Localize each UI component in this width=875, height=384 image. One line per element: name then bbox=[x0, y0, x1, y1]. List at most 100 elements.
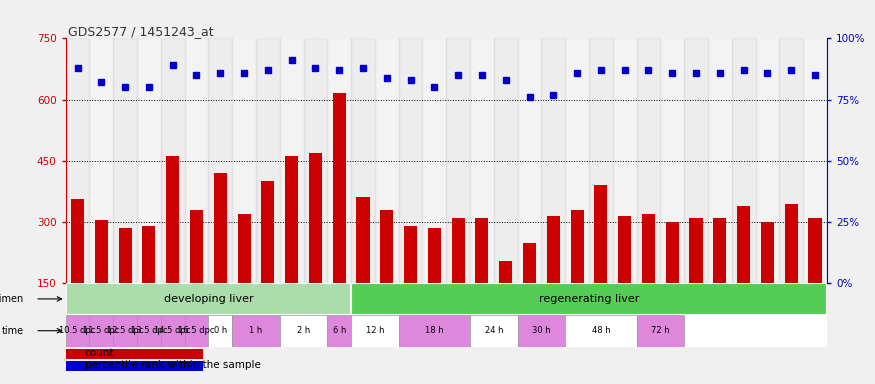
Bar bbox=[280, 315, 327, 347]
Bar bbox=[761, 222, 774, 344]
Text: 24 h: 24 h bbox=[485, 326, 503, 335]
Bar bbox=[137, 315, 161, 347]
Bar bbox=[161, 315, 185, 347]
Text: count: count bbox=[85, 348, 114, 358]
Bar bbox=[256, 38, 280, 283]
Bar bbox=[755, 38, 780, 283]
Bar bbox=[470, 38, 494, 283]
Bar bbox=[589, 38, 612, 283]
Bar bbox=[351, 38, 374, 283]
Bar bbox=[232, 315, 280, 347]
Bar bbox=[71, 199, 84, 344]
Bar bbox=[237, 214, 250, 344]
Text: 1 h: 1 h bbox=[249, 326, 262, 335]
Bar bbox=[89, 38, 113, 283]
Bar bbox=[618, 216, 631, 344]
Bar bbox=[143, 226, 156, 344]
Bar bbox=[185, 38, 208, 283]
Bar bbox=[381, 210, 394, 344]
Bar bbox=[732, 38, 755, 283]
Bar bbox=[262, 181, 275, 344]
Bar bbox=[499, 261, 512, 344]
Bar bbox=[570, 210, 584, 344]
Bar bbox=[637, 315, 684, 347]
Text: regenerating liver: regenerating liver bbox=[539, 294, 639, 304]
Bar bbox=[452, 218, 465, 344]
Bar bbox=[523, 243, 536, 344]
Bar bbox=[190, 210, 203, 344]
Bar bbox=[113, 315, 137, 347]
Bar bbox=[66, 361, 203, 371]
Bar bbox=[542, 38, 565, 283]
Bar bbox=[351, 315, 399, 347]
Bar bbox=[304, 38, 327, 283]
Text: 10.5 dpc: 10.5 dpc bbox=[60, 326, 95, 335]
Text: GDS2577 / 1451243_at: GDS2577 / 1451243_at bbox=[68, 25, 213, 38]
Bar bbox=[94, 220, 108, 344]
Bar bbox=[780, 38, 803, 283]
Text: 14.5 dpc: 14.5 dpc bbox=[155, 326, 191, 335]
Text: 30 h: 30 h bbox=[532, 326, 550, 335]
Bar bbox=[713, 218, 726, 344]
Bar bbox=[351, 283, 827, 315]
Bar bbox=[708, 38, 731, 283]
Bar bbox=[309, 153, 322, 344]
Bar bbox=[166, 156, 179, 344]
Text: 48 h: 48 h bbox=[592, 326, 610, 335]
Bar bbox=[690, 218, 703, 344]
Text: specimen: specimen bbox=[0, 294, 24, 304]
Bar bbox=[285, 156, 298, 344]
Bar bbox=[232, 38, 256, 283]
Text: 2 h: 2 h bbox=[297, 326, 310, 335]
Bar bbox=[470, 315, 518, 347]
Bar bbox=[808, 218, 822, 344]
Bar bbox=[280, 38, 304, 283]
Bar bbox=[332, 93, 346, 344]
Bar bbox=[423, 38, 446, 283]
Bar bbox=[737, 205, 750, 344]
Text: 72 h: 72 h bbox=[651, 326, 669, 335]
Bar bbox=[518, 38, 542, 283]
Bar bbox=[404, 226, 417, 344]
Bar bbox=[612, 38, 637, 283]
Bar bbox=[666, 222, 679, 344]
Bar bbox=[594, 185, 607, 344]
Bar bbox=[118, 228, 131, 344]
Bar bbox=[374, 38, 399, 283]
Bar bbox=[785, 204, 798, 344]
Text: 13.5 dpc: 13.5 dpc bbox=[130, 326, 167, 335]
Bar bbox=[161, 38, 185, 283]
Bar bbox=[399, 315, 470, 347]
Text: 0 h: 0 h bbox=[214, 326, 227, 335]
Bar bbox=[661, 38, 684, 283]
Text: percentile rank within the sample: percentile rank within the sample bbox=[85, 360, 261, 370]
Text: time: time bbox=[2, 326, 24, 336]
Bar bbox=[547, 216, 560, 344]
Text: 12.5 dpc: 12.5 dpc bbox=[107, 326, 144, 335]
Bar bbox=[565, 38, 589, 283]
Bar bbox=[565, 315, 637, 347]
Text: 12 h: 12 h bbox=[366, 326, 384, 335]
Bar bbox=[399, 38, 423, 283]
Bar bbox=[214, 173, 227, 344]
Bar bbox=[113, 38, 137, 283]
Bar bbox=[66, 38, 89, 283]
Text: 16.5 dpc: 16.5 dpc bbox=[178, 326, 214, 335]
Bar bbox=[356, 197, 369, 344]
Text: developing liver: developing liver bbox=[164, 294, 253, 304]
Bar bbox=[208, 315, 232, 347]
Bar bbox=[518, 315, 565, 347]
Text: 11.5 dpc: 11.5 dpc bbox=[83, 326, 120, 335]
Bar bbox=[493, 38, 518, 283]
Bar bbox=[803, 38, 827, 283]
Bar bbox=[327, 38, 351, 283]
Bar bbox=[637, 38, 661, 283]
Bar bbox=[327, 315, 351, 347]
Bar bbox=[684, 38, 708, 283]
Bar bbox=[66, 315, 89, 347]
Bar bbox=[475, 218, 488, 344]
Bar bbox=[428, 228, 441, 344]
Bar bbox=[66, 349, 203, 359]
Bar bbox=[185, 315, 208, 347]
Text: 6 h: 6 h bbox=[332, 326, 346, 335]
